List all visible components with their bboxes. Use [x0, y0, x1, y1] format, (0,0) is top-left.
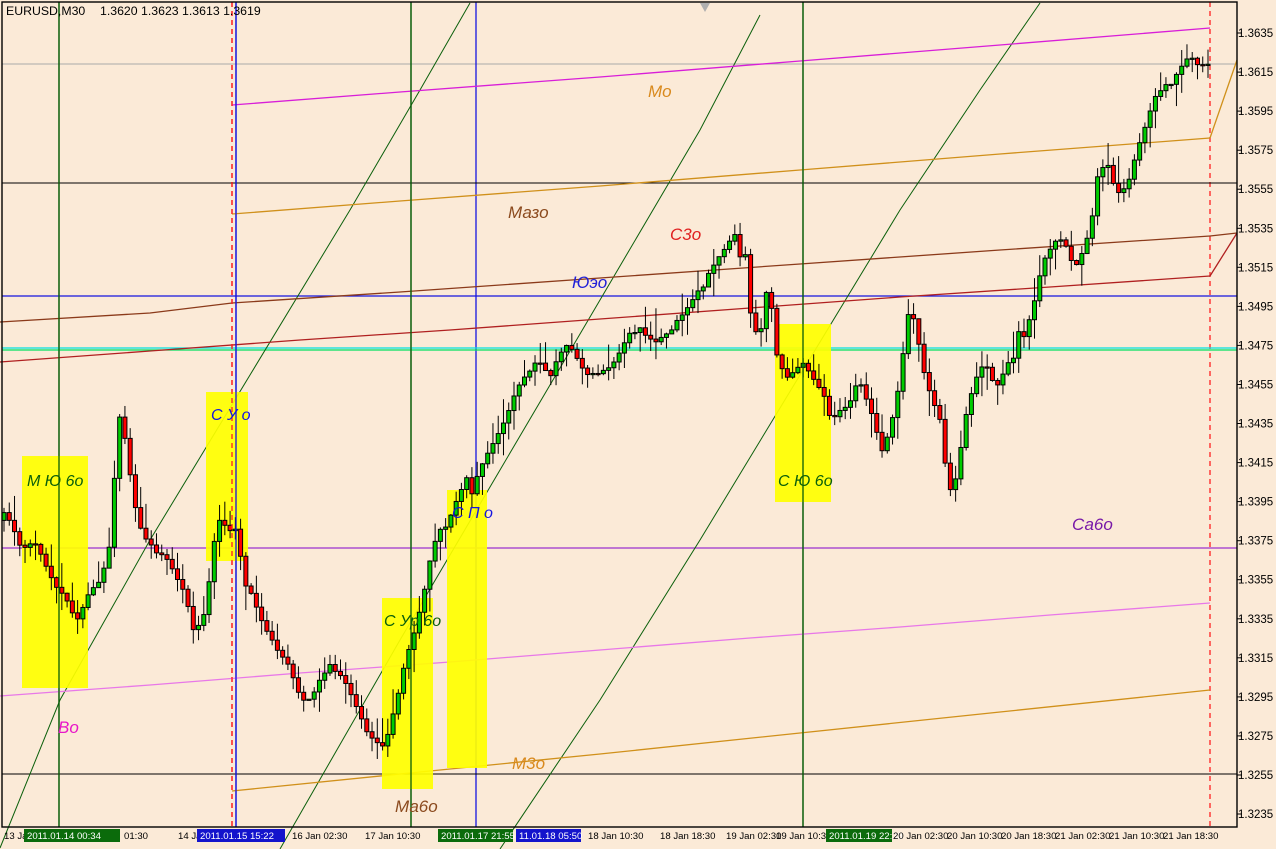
svg-text:1.3515: 1.3515	[1238, 262, 1273, 274]
svg-text:1.3395: 1.3395	[1238, 497, 1273, 509]
svg-text:17 Jan 10:30: 17 Jan 10:30	[365, 831, 420, 842]
svg-text:1.3235: 1.3235	[1238, 809, 1273, 821]
svg-text:1.3415: 1.3415	[1238, 458, 1273, 470]
svg-text:21 Jan 18:30: 21 Jan 18:30	[1163, 831, 1218, 842]
svg-text:Ма6о: Ма6о	[395, 797, 438, 816]
svg-text:Са6о: Са6о	[1072, 515, 1113, 534]
svg-text:М3о: М3о	[512, 754, 545, 773]
svg-text:1.3495: 1.3495	[1238, 301, 1273, 313]
svg-text:1.3635: 1.3635	[1238, 28, 1273, 40]
svg-text:1.3255: 1.3255	[1238, 770, 1273, 782]
svg-text:С Ур 6о: С Ур 6о	[384, 613, 441, 630]
svg-text:1.3595: 1.3595	[1238, 106, 1273, 118]
svg-text:20 Jan 18:30: 20 Jan 18:30	[1001, 831, 1056, 842]
svg-text:С Ю 6о: С Ю 6о	[778, 473, 833, 490]
svg-text:21 Jan 10:30: 21 Jan 10:30	[1109, 831, 1164, 842]
svg-text:Mo: Mo	[648, 82, 672, 101]
svg-text:2011.01.17 21:55: 2011.01.17 21:55	[441, 831, 515, 842]
svg-text:1.3355: 1.3355	[1238, 575, 1273, 587]
svg-text:1.3455: 1.3455	[1238, 380, 1273, 392]
svg-text:20 Jan 02:30: 20 Jan 02:30	[893, 831, 948, 842]
svg-text:С П о: С П о	[452, 505, 493, 522]
svg-text:1.3555: 1.3555	[1238, 184, 1273, 196]
svg-text:EURUSD,M30: EURUSD,M30	[6, 4, 85, 18]
svg-text:1.3375: 1.3375	[1238, 536, 1273, 548]
svg-text:1.3575: 1.3575	[1238, 145, 1273, 157]
svg-text:Юэо: Юэо	[572, 273, 607, 292]
svg-text:Во: Во	[58, 718, 79, 737]
svg-text:21 Jan 02:30: 21 Jan 02:30	[1055, 831, 1110, 842]
svg-text:1.3315: 1.3315	[1238, 653, 1273, 665]
svg-text:18 Jan 10:30: 18 Jan 10:30	[588, 831, 643, 842]
svg-text:1.3535: 1.3535	[1238, 223, 1273, 235]
svg-text:1.3475: 1.3475	[1238, 340, 1273, 352]
svg-text:2011.01.19 22:38: 2011.01.19 22:38	[829, 831, 903, 842]
svg-text:1.3295: 1.3295	[1238, 692, 1273, 704]
svg-text:1.3615: 1.3615	[1238, 67, 1273, 79]
svg-text:19 Jan 10:30: 19 Jan 10:30	[776, 831, 831, 842]
svg-text:16 Jan 02:30: 16 Jan 02:30	[292, 831, 347, 842]
svg-text:2011.01.14 00:34: 2011.01.14 00:34	[27, 831, 102, 842]
svg-text:1.3335: 1.3335	[1238, 614, 1273, 626]
svg-text:С3о: С3о	[670, 225, 701, 244]
svg-text:19 Jan 02:30: 19 Jan 02:30	[726, 831, 781, 842]
svg-text:С У о: С У о	[211, 407, 251, 424]
svg-text:01:30: 01:30	[124, 831, 148, 842]
svg-text:1.3435: 1.3435	[1238, 419, 1273, 431]
svg-text:11.01.18 05:50: 11.01.18 05:50	[519, 831, 582, 842]
svg-text:2011.01.15 15:22: 2011.01.15 15:22	[200, 831, 274, 842]
svg-text:Мазо: Мазо	[508, 203, 549, 222]
svg-text:20 Jan 10:30: 20 Jan 10:30	[947, 831, 1002, 842]
svg-text:М Ю 6о: М Ю 6о	[27, 473, 83, 490]
svg-text:1.3620 1.3623 1.3613 1.3619: 1.3620 1.3623 1.3613 1.3619	[100, 4, 261, 18]
svg-text:18 Jan 18:30: 18 Jan 18:30	[660, 831, 715, 842]
svg-text:1.3275: 1.3275	[1238, 731, 1273, 743]
